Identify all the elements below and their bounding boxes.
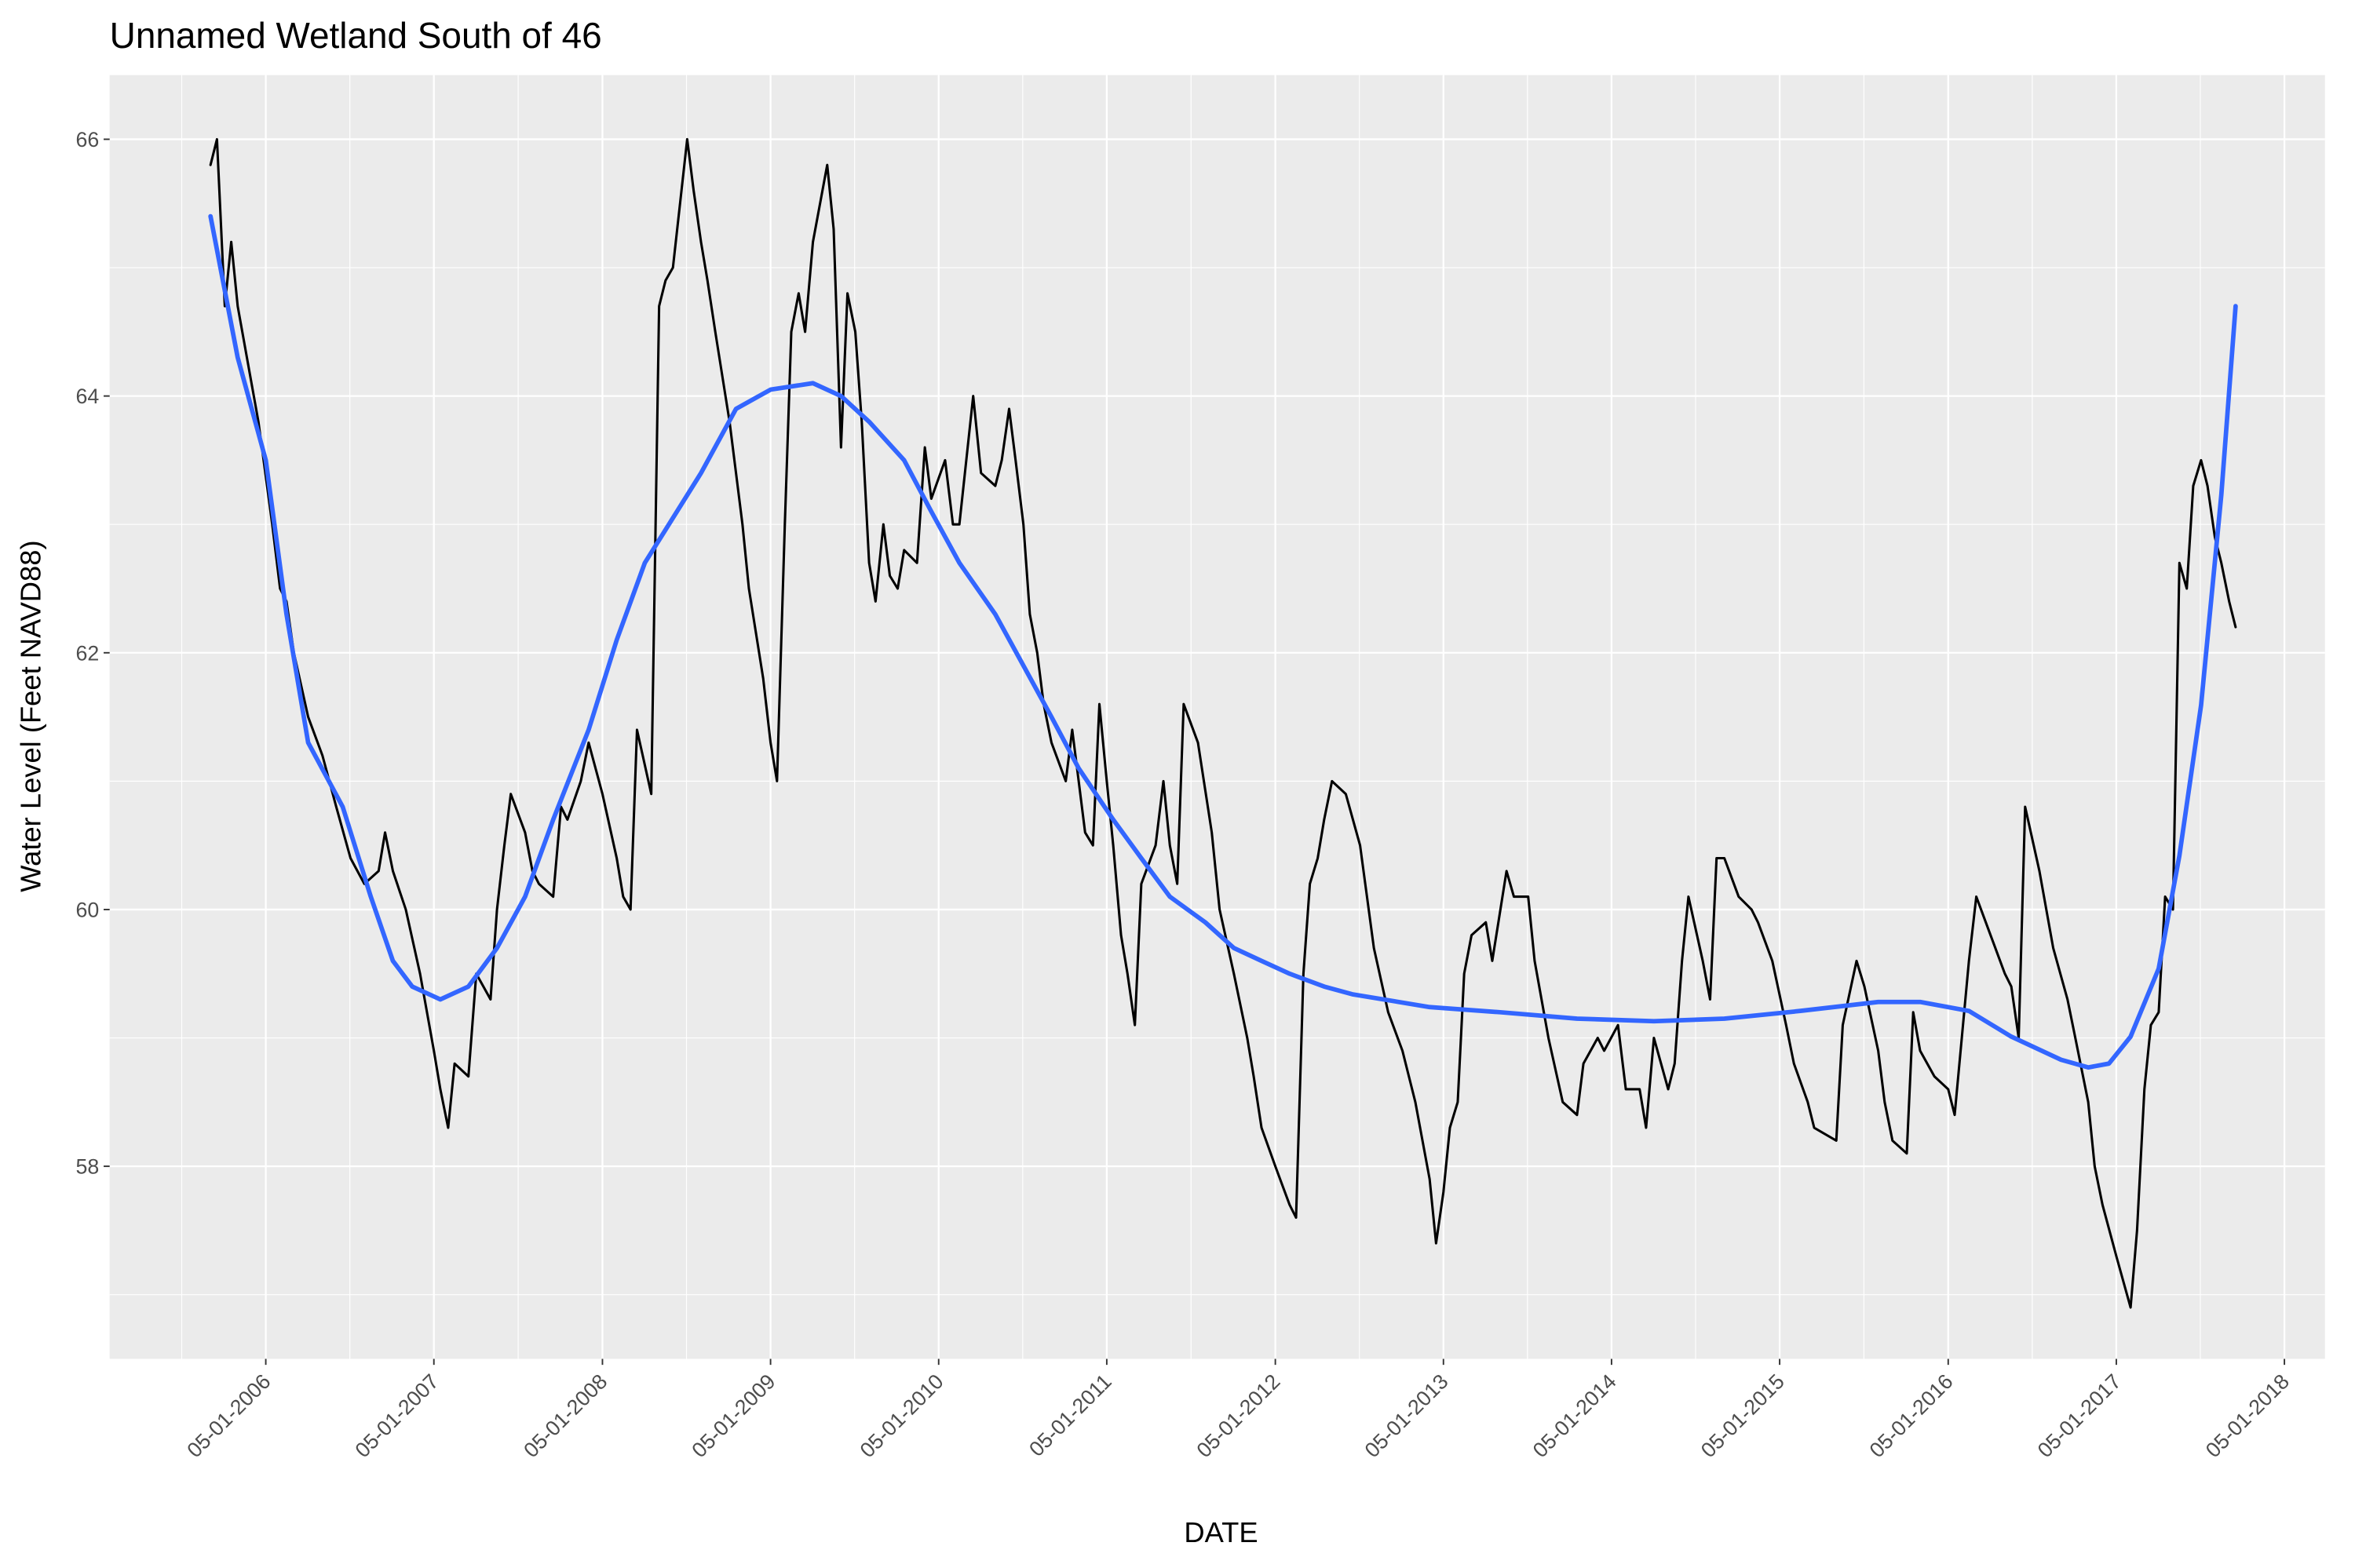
- x-tick-label: 05-01-2017: [2033, 1369, 2126, 1462]
- x-tick-label: 05-01-2008: [519, 1369, 612, 1462]
- x-tick-label: 05-01-2015: [1696, 1369, 1789, 1462]
- chart-title: Unnamed Wetland South of 46: [110, 15, 602, 56]
- x-tick-label: 05-01-2006: [182, 1369, 275, 1462]
- y-axis-title: Water Level (Feet NAVD88): [15, 540, 47, 892]
- x-tick-label: 05-01-2016: [1865, 1369, 1958, 1462]
- y-tick-label: 60: [76, 899, 100, 922]
- y-tick-label: 58: [76, 1155, 100, 1179]
- panel-background: [109, 75, 2325, 1359]
- x-tick-label: 05-01-2010: [856, 1369, 948, 1462]
- data-line: [209, 137, 2237, 1309]
- x-tick-label: 05-01-2009: [687, 1369, 780, 1462]
- x-tick-label: 05-01-2014: [1528, 1369, 1621, 1462]
- x-tick-label: 05-01-2018: [2201, 1369, 2294, 1462]
- data-line: [208, 213, 2238, 1070]
- x-tick-label: 05-01-2011: [1024, 1369, 1116, 1461]
- x-tick-label: 05-01-2013: [1360, 1369, 1453, 1462]
- y-tick-label: 64: [76, 385, 100, 408]
- y-tick-label: 62: [76, 641, 100, 665]
- x-tick-label: 05-01-2007: [351, 1369, 444, 1462]
- x-tick-label: 05-01-2012: [1192, 1369, 1284, 1462]
- y-tick-label: 66: [76, 128, 100, 151]
- x-axis-title: DATE: [1184, 1516, 1258, 1548]
